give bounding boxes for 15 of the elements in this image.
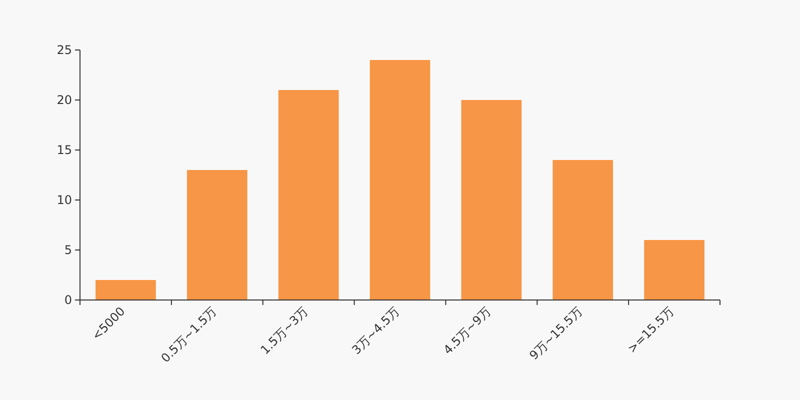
y-tick-label: 20 bbox=[56, 93, 72, 107]
y-tick-label: 5 bbox=[64, 243, 72, 257]
bar bbox=[461, 100, 522, 300]
x-tick-label: 1.5万~3万 bbox=[258, 304, 311, 358]
y-tick-label: 15 bbox=[56, 143, 72, 157]
y-tick-label: 25 bbox=[56, 43, 72, 57]
bar bbox=[552, 160, 614, 300]
bar bbox=[96, 280, 156, 300]
bar bbox=[186, 170, 248, 300]
y-tick-label: 0 bbox=[64, 293, 72, 307]
bar bbox=[644, 240, 704, 300]
bar bbox=[278, 90, 339, 300]
y-tick-label: 10 bbox=[56, 193, 72, 207]
bar bbox=[370, 60, 430, 300]
x-tick-label: 4.5万~9万 bbox=[440, 304, 494, 358]
